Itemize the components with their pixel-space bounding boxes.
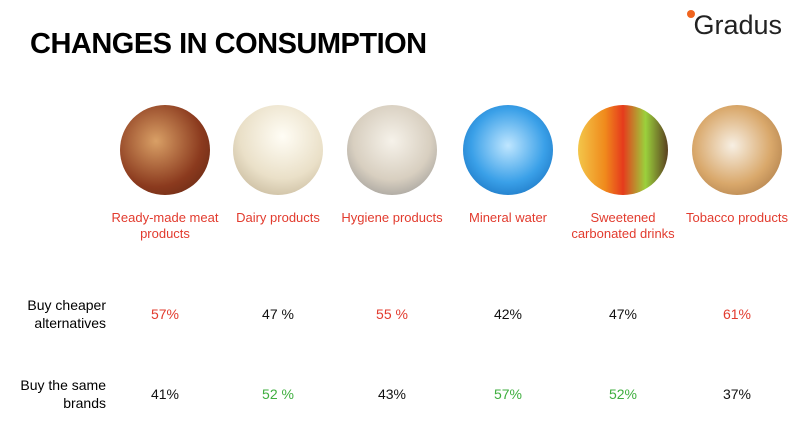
value-cell: 55 %	[376, 306, 408, 322]
value-cell: 52 %	[262, 386, 294, 402]
value-cell: 52%	[608, 386, 638, 402]
hygiene-image	[347, 105, 437, 195]
water-image	[463, 105, 553, 195]
row-label: Buy the same brands	[20, 377, 106, 411]
value-cell: 61%	[722, 306, 752, 322]
column-label: Ready-made meat products	[111, 210, 219, 241]
value-cell: 37%	[722, 386, 752, 402]
value-cell: 47%	[608, 306, 638, 322]
column-label: Dairy products	[236, 210, 320, 225]
value-cell: 57%	[150, 306, 180, 322]
value-cell: 43%	[377, 386, 407, 402]
column-label: Mineral water	[468, 210, 548, 225]
column-label: Tobacco products	[686, 210, 788, 225]
logo: Gradus	[687, 10, 782, 41]
column-label: Sweetened carbonated drinks	[571, 210, 675, 241]
value-cell: 41%	[150, 386, 180, 402]
row-label: Buy cheaper alternatives	[27, 297, 106, 331]
column-label: Hygiene products	[341, 210, 443, 225]
logo-dot	[687, 10, 696, 18]
dairy-image	[233, 105, 323, 195]
value-cell: 57%	[493, 386, 523, 402]
logo-text: Gradus	[693, 10, 782, 40]
value-cell: 42%	[493, 306, 523, 322]
tobacco-image	[692, 105, 782, 195]
drinks-image	[578, 105, 668, 195]
meat-image	[120, 105, 210, 195]
value-cell: 47 %	[262, 306, 294, 322]
title: CHANGES IN CONSUMPTION	[30, 28, 427, 60]
